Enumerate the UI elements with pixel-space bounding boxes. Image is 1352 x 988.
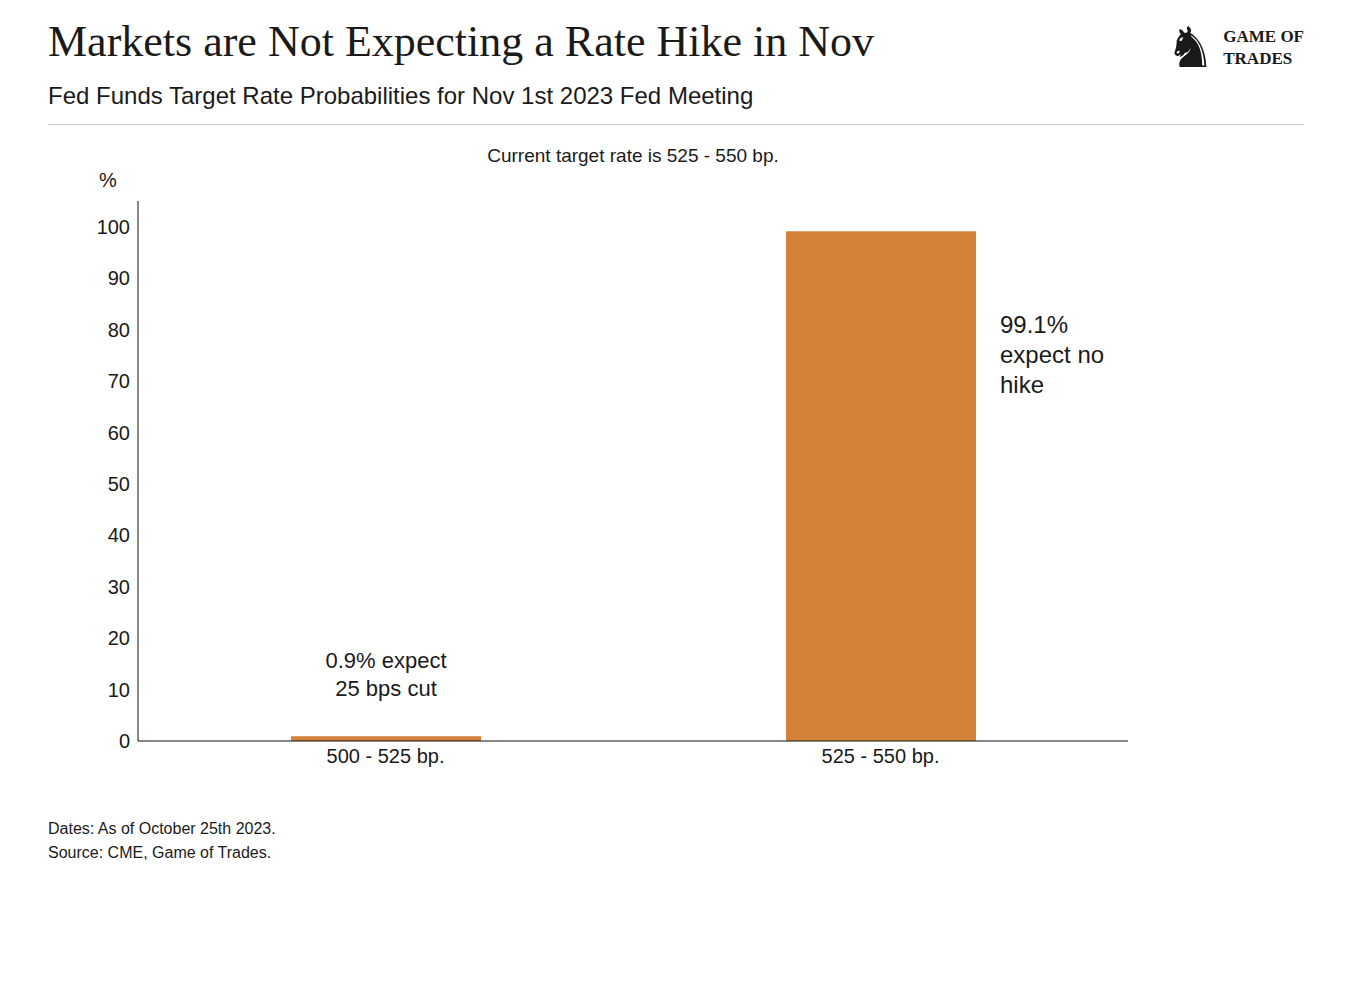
html-text:GAME OF TRADES: GAME OF TRADES	[1223, 27, 1304, 68]
html-text:Markets are Not Expecting a Ra: Markets are Not Expecting a Rate Hike in…	[48, 17, 874, 66]
svg-text:50: 50	[108, 473, 130, 495]
svg-text:0: 0	[119, 730, 130, 752]
svg-text:40: 40	[108, 524, 130, 546]
svg-text:20: 20	[108, 627, 130, 649]
html-text:Fed Funds Target Rate Probabil: Fed Funds Target Rate Probabilities for …	[48, 82, 754, 109]
html-text:Dates: As of October 25th 2023: Dates: As of October 25th 2023.	[48, 820, 276, 837]
svg-text:500 - 525 bp.: 500 - 525 bp.	[327, 745, 445, 767]
svg-text:30: 30	[108, 576, 130, 598]
svg-text:0.9% expect25 bps cut: 0.9% expect25 bps cut	[325, 648, 446, 701]
svg-text:100: 100	[97, 216, 130, 238]
svg-text:10: 10	[108, 679, 130, 701]
svg-text:90: 90	[108, 267, 130, 289]
svg-text:80: 80	[108, 319, 130, 341]
html-text:Source: CME, Game of Trades.: Source: CME, Game of Trades.	[48, 844, 272, 861]
html-text:Current target rate is 525 - 5: Current target rate is 525 - 550 bp.	[487, 145, 779, 166]
svg-text:525 - 550 bp.: 525 - 550 bp.	[822, 745, 940, 767]
svg-text:60: 60	[108, 422, 130, 444]
svg-text:99.1%expect nohike: 99.1%expect nohike	[1000, 311, 1104, 398]
svg-text:%: %	[99, 169, 117, 191]
svg-text:70: 70	[108, 370, 130, 392]
